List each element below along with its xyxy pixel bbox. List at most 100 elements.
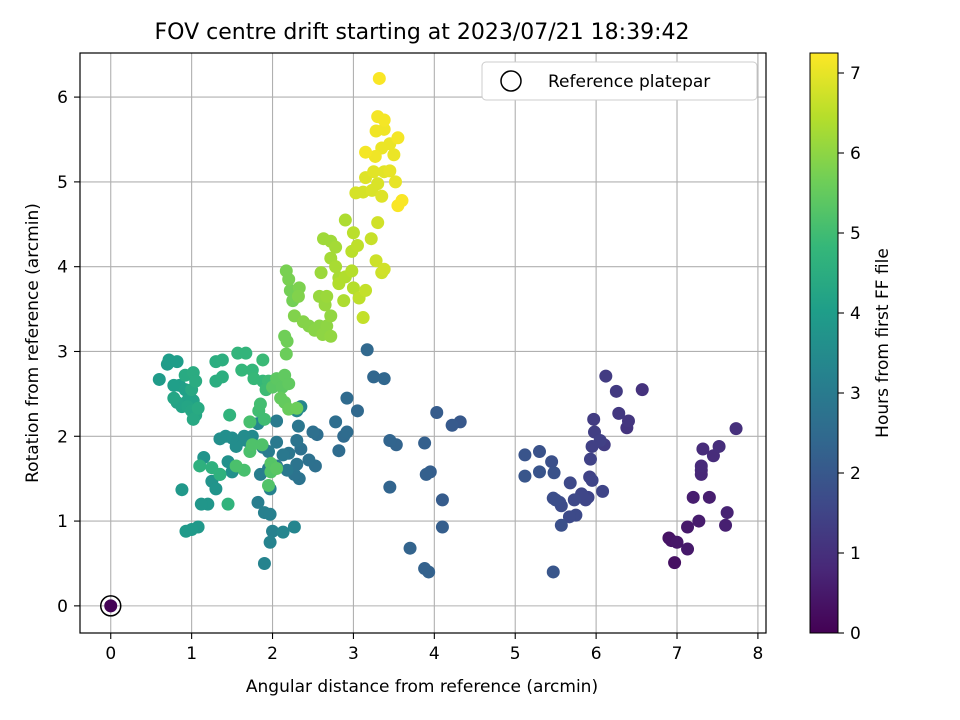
- data-point: [359, 145, 373, 159]
- data-point: [253, 397, 267, 411]
- data-point: [702, 490, 716, 504]
- data-point: [194, 497, 208, 511]
- data-point: [290, 457, 304, 471]
- data-point: [279, 347, 293, 361]
- y-axis-ticks: 0 1 2 3 4 5 6: [57, 88, 80, 617]
- data-point: [359, 283, 373, 297]
- data-point: [532, 465, 546, 479]
- data-point: [306, 425, 320, 439]
- data-point: [706, 449, 720, 463]
- data-point: [170, 355, 184, 369]
- data-point: [350, 238, 364, 252]
- y-tick-label: 0: [57, 597, 68, 617]
- legend: Reference platepar: [481, 61, 758, 101]
- data-point: [279, 264, 293, 278]
- data-point: [554, 518, 568, 532]
- data-point: [388, 175, 402, 189]
- data-point: [340, 391, 354, 405]
- data-point: [346, 226, 360, 240]
- data-point: [694, 459, 708, 473]
- data-point: [418, 562, 432, 576]
- data-point: [175, 483, 189, 497]
- data-point: [213, 432, 227, 446]
- data-point: [418, 436, 432, 450]
- data-point: [364, 232, 378, 246]
- data-point: [253, 467, 267, 481]
- x-tick-label: 4: [429, 644, 440, 664]
- data-point: [546, 565, 560, 579]
- data-point: [609, 384, 623, 398]
- y-tick-label: 1: [57, 512, 68, 532]
- data-point: [371, 216, 385, 230]
- colorbar-tick-label: 7: [850, 64, 861, 84]
- x-tick-label: 6: [591, 644, 602, 664]
- colorbar-ticks: 0 1 2 3 4 5 6 7: [838, 64, 861, 644]
- data-point: [314, 266, 328, 280]
- data-point: [377, 372, 391, 386]
- data-point: [329, 240, 343, 254]
- data-point: [186, 412, 200, 426]
- data-point: [587, 412, 601, 426]
- y-axis-label: Rotation from reference (arcmin): [23, 203, 43, 483]
- data-point: [215, 353, 229, 367]
- data-point: [263, 507, 277, 521]
- data-point: [270, 461, 284, 475]
- data-point: [377, 122, 391, 136]
- y-tick-label: 2: [57, 427, 68, 447]
- data-point: [346, 281, 360, 295]
- data-point: [585, 473, 599, 487]
- data-point: [368, 149, 382, 163]
- data-point: [338, 213, 352, 227]
- data-point: [179, 524, 193, 538]
- data-point: [430, 406, 444, 420]
- scatter-points: [99, 71, 743, 617]
- x-tick-label: 7: [672, 644, 683, 664]
- data-point: [256, 353, 270, 367]
- data-point: [383, 480, 397, 494]
- data-point: [670, 535, 684, 549]
- colorbar-tick-label: 2: [850, 464, 861, 484]
- reference-platepar-marker: [99, 595, 122, 617]
- data-point: [302, 453, 316, 467]
- x-tick-label: 0: [105, 644, 116, 664]
- data-point: [692, 514, 706, 528]
- data-point: [257, 556, 271, 570]
- data-point: [612, 406, 626, 420]
- data-point: [245, 438, 259, 452]
- colorbar-tick-label: 5: [850, 224, 861, 244]
- legend-marker-reference: [500, 70, 522, 92]
- colorbar: 0 1 2 3 4 5 6 7 Hours from first FF file: [809, 52, 893, 644]
- data-point: [712, 439, 726, 453]
- data-point: [419, 467, 433, 481]
- data-point: [280, 463, 294, 477]
- data-point: [229, 459, 243, 473]
- data-point: [329, 415, 343, 429]
- colorbar-tick-label: 4: [850, 304, 861, 324]
- data-point: [278, 329, 292, 343]
- data-point: [255, 438, 269, 452]
- data-point: [567, 493, 581, 507]
- data-point: [167, 391, 181, 405]
- colorbar-tick-label: 0: [850, 624, 861, 644]
- data-point: [291, 419, 305, 433]
- x-axis-ticks: 0 1 2 3 4 5 6 7 8: [105, 633, 763, 664]
- data-point: [223, 408, 237, 422]
- data-point: [270, 435, 284, 449]
- data-point: [435, 493, 449, 507]
- data-point: [445, 418, 459, 432]
- data-point: [251, 495, 265, 509]
- data-point: [337, 294, 351, 308]
- data-point: [152, 372, 166, 386]
- data-point: [367, 165, 381, 179]
- legend-label-reference: Reference platepar: [548, 72, 710, 92]
- data-point: [518, 469, 532, 483]
- data-point: [668, 556, 682, 570]
- chart-title: FOV centre drift starting at 2023/07/21 …: [155, 20, 690, 45]
- data-point: [545, 455, 559, 469]
- data-point: [599, 369, 613, 383]
- data-point: [391, 131, 405, 145]
- data-point: [191, 401, 205, 415]
- data-point: [320, 289, 334, 303]
- data-point: [686, 490, 700, 504]
